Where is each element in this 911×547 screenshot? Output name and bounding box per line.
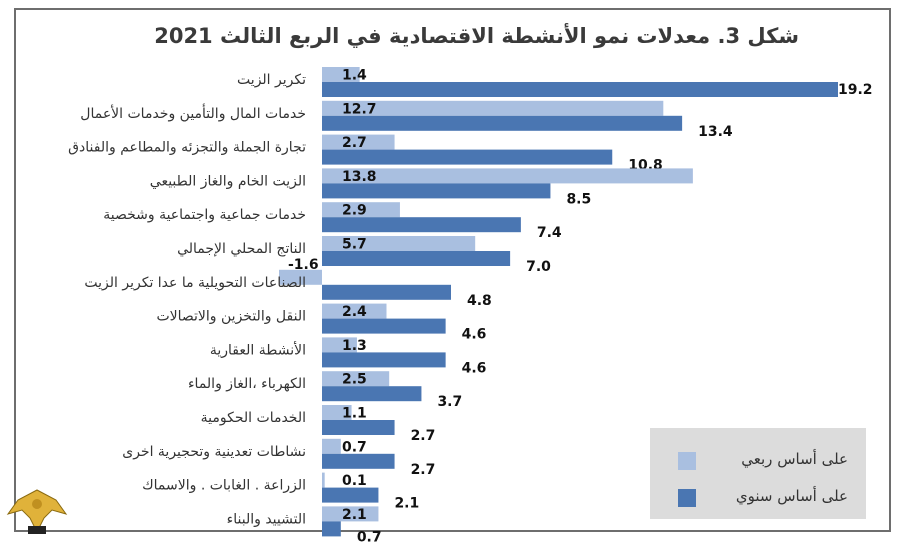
bar-annual [322, 352, 446, 368]
category-label: الناتج المحلي الإجمالي [177, 241, 306, 257]
value-label-quarterly: 5.7 [342, 237, 367, 253]
category-label: التشييد والبناء [227, 511, 306, 527]
bar-annual [322, 183, 551, 199]
value-label-annual: 2.7 [411, 462, 436, 478]
legend-item-annual: على أساس سنوي [650, 483, 866, 513]
category-label: الزراعة . الغابات . والاسماك [142, 478, 306, 494]
chart-title: شكل 3. معدلات نمو الأنشطة الاقتصادية في … [154, 24, 799, 48]
bar-quarterly [322, 236, 476, 251]
value-label-quarterly: 12.7 [342, 101, 377, 117]
legend: على أساس ربعي على أساس سنوي [650, 428, 866, 519]
bar-quarterly [279, 269, 322, 285]
category-label: الأنشطة العقارية [210, 340, 306, 358]
bar-annual [322, 217, 521, 233]
bar-annual [322, 521, 341, 537]
value-label-quarterly: 2.7 [342, 135, 367, 151]
bar-annual [322, 82, 838, 97]
bar-quarterly [322, 303, 387, 319]
legend-swatch-annual [678, 489, 696, 507]
bar-annual [322, 149, 613, 165]
bar-annual [322, 453, 395, 469]
value-label-quarterly: 0.1 [342, 473, 367, 489]
value-label-quarterly: 1.1 [342, 406, 367, 422]
category-label: خدمات المال والتأمين وخدمات الأعمال [80, 103, 306, 122]
bar-annual [322, 318, 446, 334]
bar-quarterly [322, 134, 395, 150]
value-label-annual: 0.7 [357, 529, 382, 545]
bar-quarterly [322, 472, 325, 488]
category-label: النقل والتخزين والاتصالات [156, 309, 306, 325]
bar-quarterly [322, 506, 379, 522]
value-label-annual: 13.4 [698, 124, 733, 140]
value-label-annual: 4.6 [462, 327, 487, 343]
category-label: تجارة الجملة والتجزئه والمطاعم والفنادق [68, 140, 306, 156]
value-label-quarterly: 1.3 [342, 338, 367, 354]
bar-quarterly [322, 337, 357, 353]
value-label-quarterly: 1.4 [342, 68, 367, 84]
value-label-quarterly: -1.6 [288, 257, 319, 273]
bar-quarterly [322, 438, 341, 454]
category-label: تكرير الزيت [237, 72, 306, 88]
bar-quarterly [322, 168, 693, 184]
bar-annual [322, 284, 451, 300]
value-label-annual: 2.1 [394, 496, 419, 512]
bar-annual [322, 386, 422, 402]
value-label-quarterly: 13.8 [342, 169, 377, 185]
category-label: الكهرباء ،الغاز والماء [188, 376, 306, 392]
value-label-annual: 4.6 [462, 360, 487, 376]
bar-quarterly [322, 100, 664, 116]
value-label-annual: 19.2 [838, 82, 873, 98]
value-label-annual: 3.7 [437, 394, 462, 410]
bar-annual [322, 487, 379, 503]
value-label-annual: 2.7 [411, 428, 436, 444]
value-label-annual: 4.8 [467, 293, 492, 309]
bar-quarterly [322, 405, 352, 420]
value-label-annual: 8.5 [566, 191, 591, 207]
bar-quarterly [322, 67, 360, 82]
value-label-quarterly: 2.5 [342, 372, 367, 388]
value-label-annual: 7.0 [526, 259, 551, 275]
category-label: الزيت الخام والغاز الطبيعي [150, 173, 306, 189]
watermark-logo [6, 489, 68, 534]
value-label-quarterly: 0.7 [342, 439, 367, 455]
category-label: الصناعات التحويلية ما عدا تكرير الزيت [84, 275, 306, 291]
legend-label-quarterly: على أساس ربعي [741, 450, 848, 468]
bar-annual [322, 115, 683, 131]
value-label-quarterly: 2.9 [342, 203, 367, 219]
category-label: خدمات جماعية واجتماعية وشخصية [103, 207, 306, 223]
legend-item-quarterly: على أساس ربعي [650, 446, 866, 476]
bar-annual [322, 420, 395, 435]
category-label: نشاطات تعدينية وتحجيرية اخرى [122, 444, 306, 460]
legend-label-annual: على أساس سنوي [735, 487, 848, 505]
value-label-annual: 7.4 [537, 225, 562, 241]
bar-quarterly [322, 202, 400, 218]
category-label: الخدمات الحكومية [201, 410, 306, 426]
value-label-quarterly: 2.4 [342, 304, 367, 320]
bar-annual [322, 251, 511, 266]
value-label-quarterly: 2.1 [342, 507, 367, 523]
legend-swatch-quarterly [678, 452, 696, 470]
bar-quarterly [322, 371, 390, 387]
